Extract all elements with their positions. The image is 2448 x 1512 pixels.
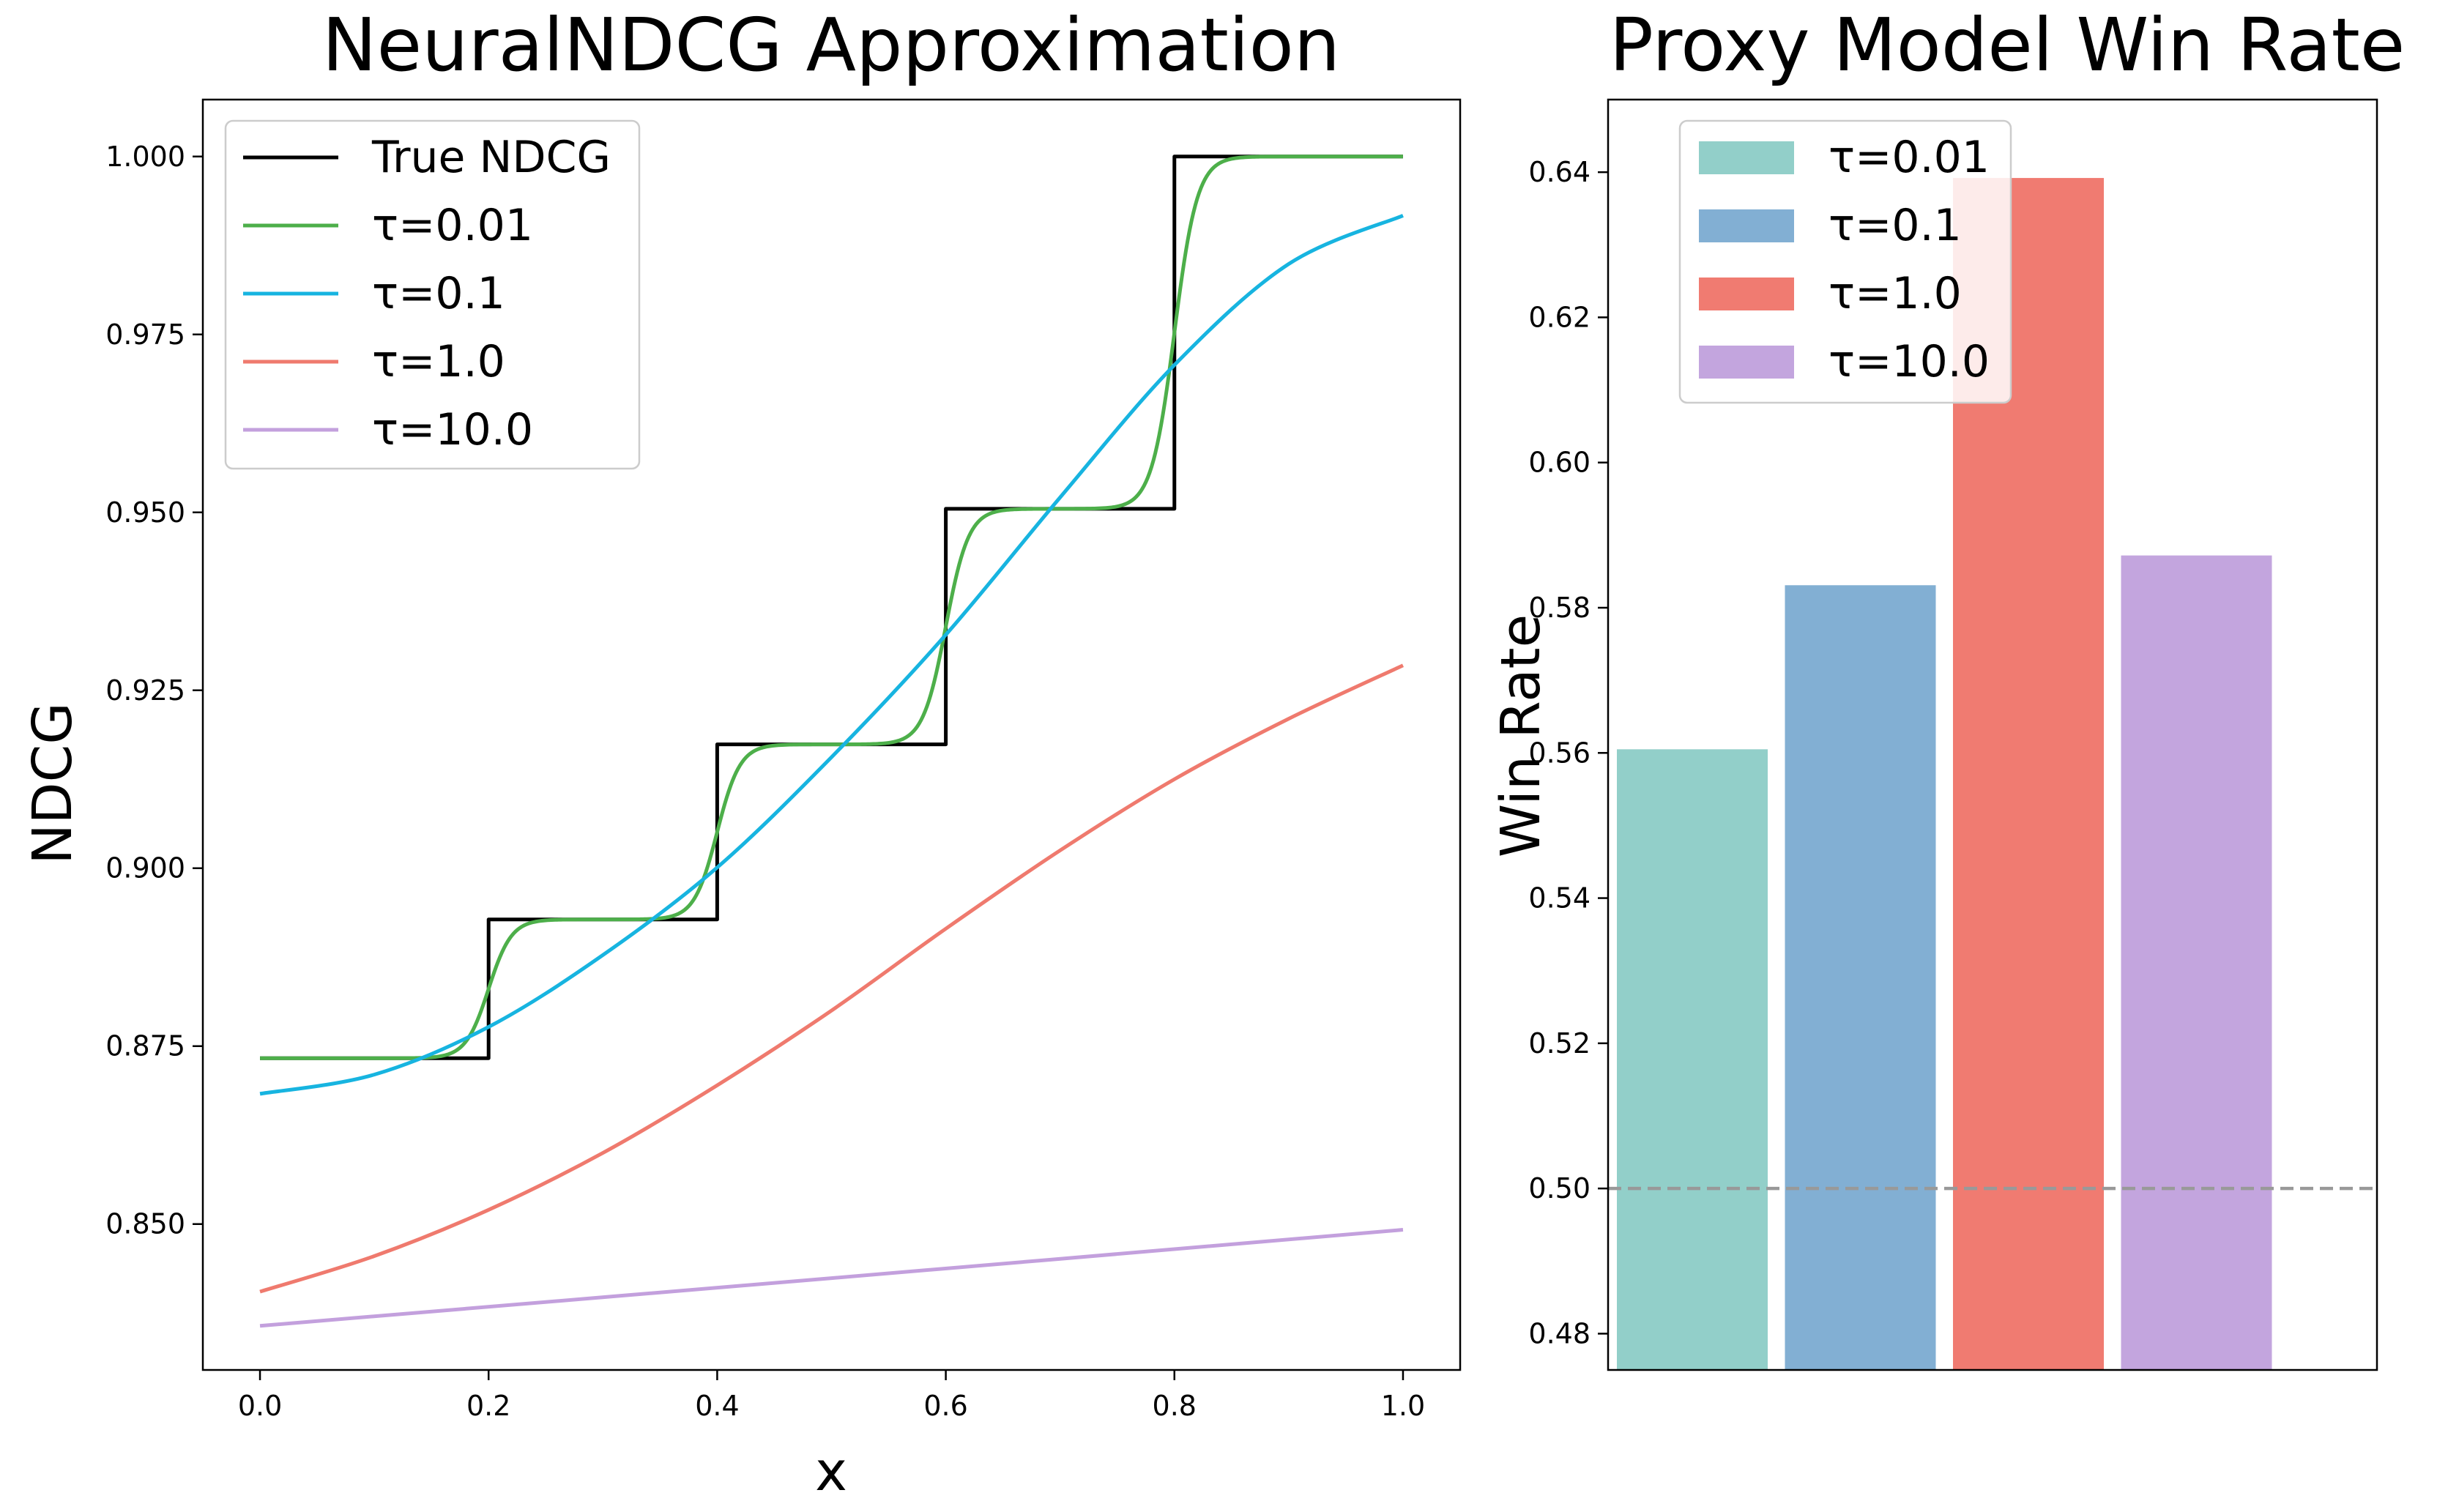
- ndcg-legend-label: τ=1.0: [372, 336, 505, 387]
- winrate-y-tick-label: 0.56: [1528, 737, 1591, 769]
- ndcg-x-tick-label: 1.0: [1381, 1390, 1425, 1422]
- winrate-legend-swatch: [1699, 346, 1794, 379]
- ndcg-series-line: [259, 214, 1404, 1096]
- ndcg-y-tick-label: 0.975: [105, 319, 185, 351]
- ndcg-x-tick-label: 0.2: [466, 1390, 510, 1422]
- winrate-bars: [1617, 178, 2272, 1371]
- ndcg-x-tick-label: 0.6: [923, 1390, 967, 1422]
- winrate-legend-swatch: [1699, 278, 1794, 310]
- winrate-legend-swatch: [1699, 141, 1794, 174]
- winrate-chart-title: Proxy Model Win Rate: [1610, 2, 2406, 88]
- winrate-legend: τ=0.01 τ=0.1 τ=1.0 τ=10.0: [1678, 119, 2012, 404]
- winrate-y-tick-label: 0.64: [1528, 156, 1591, 188]
- winrate-bar: [2121, 555, 2272, 1370]
- ndcg-axis-ticks: 0.0 0.2 0.4 0.6 0.8 1.0 0.850 0.875 0.900 0.925 0.…: [105, 141, 1425, 1422]
- ndcg-legend-label: τ=10.0: [372, 404, 533, 455]
- ndcg-legend: True NDCG τ=0.01 τ=0.1 τ=1.0 τ=10.0: [224, 119, 641, 470]
- ndcg-y-tick-label: 0.875: [105, 1030, 185, 1062]
- winrate-y-tick-label: 0.48: [1528, 1317, 1591, 1349]
- winrate-plot-frame: [1607, 98, 2378, 1371]
- ndcg-series-line: [259, 1228, 1404, 1328]
- ndcg-x-axis-label: x: [815, 1440, 847, 1503]
- winrate-y-tick-label: 0.62: [1528, 301, 1591, 333]
- ndcg-plot-frame: [201, 98, 1462, 1371]
- winrate-legend-swatch: [1699, 209, 1794, 242]
- ndcg-x-tick-label: 0.4: [695, 1390, 739, 1422]
- winrate-y-tick-label: 0.60: [1528, 447, 1591, 479]
- ndcg-y-tick-label: 0.850: [105, 1208, 185, 1240]
- winrate-legend-label: τ=0.01: [1828, 132, 1990, 183]
- ndcg-y-axis-label: NDCG: [21, 702, 84, 864]
- winrate-chart: Proxy Model Win Rate Win Rate 0.480.500.…: [1489, 2, 2406, 1371]
- ndcg-chart-title: NeuralNDCG Approximation: [322, 2, 1340, 88]
- winrate-y-tick-label: 0.52: [1528, 1027, 1591, 1059]
- ndcg-y-tick-label: 0.900: [105, 852, 185, 885]
- ndcg-chart: NeuralNDCG Approximation x NDCG 0.0 0.2 0.…: [21, 2, 1462, 1503]
- winrate-y-tick-label: 0.58: [1528, 592, 1591, 624]
- winrate-legend-box: [1678, 119, 2012, 404]
- winrate-legend-label: τ=10.0: [1828, 336, 1990, 387]
- ndcg-series-lines: [259, 154, 1405, 1328]
- winrate-bar: [1785, 585, 1936, 1371]
- ndcg-y-tick-label: 0.925: [105, 674, 185, 707]
- winrate-y-tick-label: 0.54: [1528, 882, 1591, 915]
- winrate-y-axis-label: Win Rate: [1489, 614, 1552, 857]
- winrate-axis-ticks: 0.48 0.50 0.52 0.54 0.56 0.58 0.60 0.62 0.64: [1528, 156, 1608, 1349]
- ndcg-y-tick-label: 0.950: [105, 496, 185, 529]
- winrate-legend-label: τ=1.0: [1828, 268, 1962, 319]
- ndcg-legend-box: [224, 119, 641, 470]
- ndcg-y-tick-label: 1.000: [105, 141, 185, 173]
- winrate-y-tick-label: 0.50: [1528, 1172, 1591, 1204]
- ndcg-x-tick-label: 0.0: [238, 1390, 282, 1422]
- ndcg-legend-label: τ=0.01: [372, 200, 533, 251]
- ndcg-legend-label: τ=0.1: [372, 268, 505, 319]
- ndcg-series-line: [259, 663, 1405, 1294]
- winrate-bar: [1617, 749, 1768, 1370]
- winrate-legend-label: τ=0.1: [1828, 200, 1962, 251]
- ndcg-series-line: [260, 154, 1403, 1060]
- ndcg-legend-label: True NDCG: [371, 132, 611, 183]
- ndcg-x-tick-label: 0.8: [1153, 1390, 1197, 1422]
